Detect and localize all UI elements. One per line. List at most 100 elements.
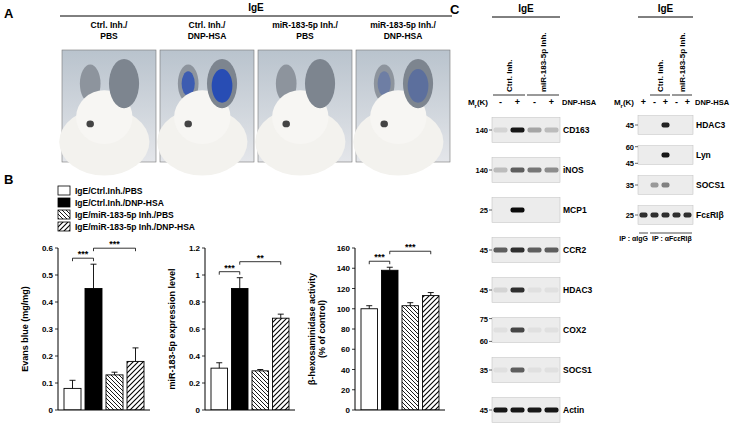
- photo: [59, 50, 156, 175]
- error-bar: [70, 380, 76, 388]
- tick-label: 0.2: [189, 379, 201, 388]
- mr-dash: [635, 146, 638, 147]
- mr-dash: [489, 370, 492, 371]
- blot-strip: [638, 116, 693, 135]
- tick-label: 0: [196, 406, 201, 415]
- header-line: [492, 17, 560, 18]
- bar: [106, 375, 123, 410]
- mr-label: Mr(K): [614, 98, 634, 109]
- tick-label: 0.4: [189, 352, 201, 361]
- bar: [85, 289, 102, 411]
- mouse-eye: [86, 121, 94, 128]
- legend-swatch: [58, 198, 70, 207]
- figure: AIgECtrl. Inh./PBSCtrl. Inh./DNP-HSAmiR-…: [0, 0, 733, 437]
- lane-label: miR-183-5p Inh.: [678, 32, 687, 92]
- blot-strip: [492, 318, 560, 343]
- lane-label: Ctrl. Inh.: [505, 60, 514, 92]
- band: [545, 408, 559, 413]
- panel-label: A: [4, 6, 14, 21]
- bar: [64, 388, 81, 410]
- x-axis: [355, 410, 445, 411]
- axis-title: miR-183-5p expression level: [167, 268, 177, 389]
- tick-label: 120: [337, 285, 351, 294]
- band: [511, 408, 525, 413]
- mr-dash: [489, 341, 492, 342]
- band: [662, 213, 670, 218]
- mr-dash: [489, 130, 492, 131]
- ip-line: [650, 233, 692, 234]
- ip-label: IP : αIgG: [619, 235, 648, 243]
- protein-label: SOCS1: [696, 180, 725, 190]
- lane-label: Ctrl. Inh.: [656, 60, 665, 92]
- error-line: [369, 306, 370, 309]
- group-line: [672, 95, 692, 96]
- significance-label: ***: [109, 239, 120, 249]
- tick-label: 40: [341, 366, 350, 375]
- blot-strip: [492, 118, 560, 143]
- tick-label: 0.8: [189, 298, 201, 307]
- mr-dash: [489, 210, 492, 211]
- tick-label: 1: [196, 271, 201, 280]
- band: [528, 248, 542, 253]
- y-axis: [355, 248, 356, 410]
- band: [684, 213, 692, 218]
- bar: [232, 289, 249, 411]
- blot-strip: [638, 176, 693, 195]
- error-line: [410, 303, 411, 306]
- ear-dye: [408, 69, 429, 103]
- protein-label: MCP1: [563, 205, 587, 215]
- tick-label: 1.2: [189, 244, 201, 253]
- treatment-label: DNP-HSA: [695, 98, 730, 107]
- group-line: [493, 95, 525, 96]
- band: [494, 128, 508, 133]
- mr-dash: [635, 185, 638, 186]
- mr-value: 35: [626, 181, 634, 190]
- header-line: [60, 16, 452, 17]
- band: [511, 248, 525, 253]
- error-line: [219, 363, 220, 368]
- tick-label: 0.2: [42, 352, 54, 361]
- significance-label: ***: [374, 252, 385, 262]
- band: [528, 288, 542, 293]
- error-cap: [70, 380, 76, 381]
- bar: [252, 371, 269, 410]
- mr-label: Mr(K): [468, 98, 488, 109]
- protein-label: SOCS1: [563, 365, 592, 375]
- error-bar: [91, 264, 97, 288]
- mr-dash: [489, 410, 492, 411]
- error-line: [430, 293, 431, 296]
- blot-strip: [492, 158, 560, 183]
- band: [662, 123, 670, 128]
- lane-sign: +: [641, 97, 646, 107]
- bar: [361, 309, 378, 410]
- band: [494, 408, 508, 413]
- y-axis: [58, 248, 59, 410]
- mr-dash: [635, 163, 638, 164]
- band: [545, 248, 559, 253]
- ip-label: IP : αFcεRIβ: [652, 235, 693, 243]
- band: [494, 168, 508, 173]
- mr-value: 60: [480, 337, 488, 346]
- ip-line: [639, 233, 648, 234]
- band: [662, 153, 670, 158]
- lane-sign: +: [685, 97, 690, 107]
- error-bar: [278, 314, 284, 318]
- column-label: Ctrl. Inh./: [189, 20, 226, 30]
- blot-strip: [638, 206, 693, 225]
- tick-label: 0.1: [42, 379, 54, 388]
- significance-label: ***: [78, 249, 89, 259]
- band: [528, 168, 542, 173]
- bar: [211, 368, 228, 410]
- blot-strip: [492, 358, 560, 383]
- ear-front: [207, 59, 237, 108]
- error-cap: [112, 372, 118, 373]
- lane-sign: -: [499, 97, 502, 107]
- group-line: [527, 95, 559, 96]
- error-cap: [257, 369, 263, 370]
- band: [494, 328, 508, 333]
- error-bar: [366, 306, 372, 309]
- band: [511, 168, 525, 173]
- ear-front: [109, 59, 139, 108]
- band: [640, 213, 648, 218]
- bar: [273, 318, 290, 410]
